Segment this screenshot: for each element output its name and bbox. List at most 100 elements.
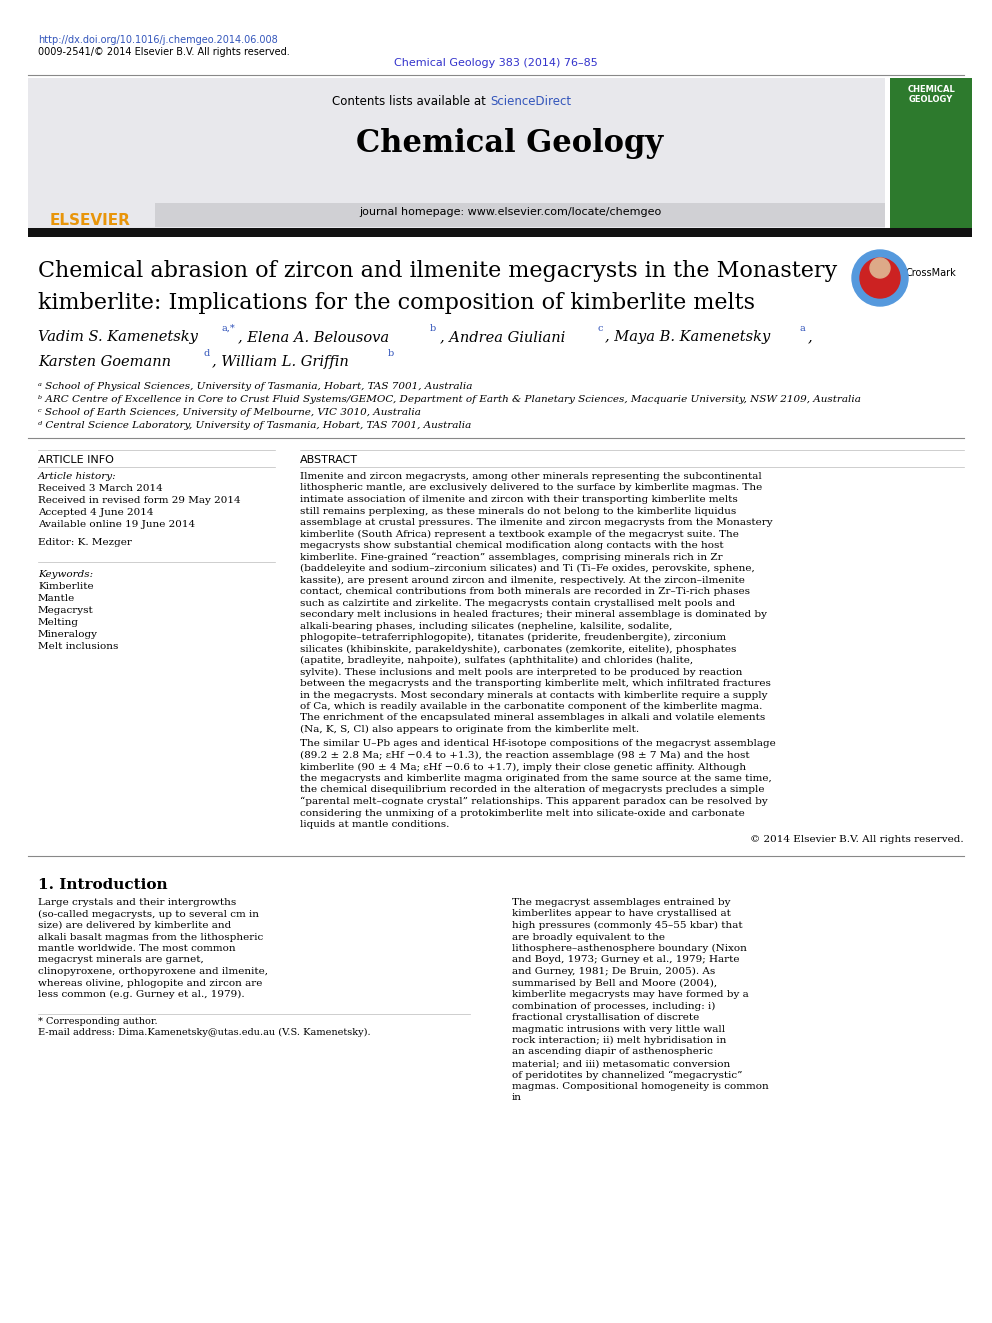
Text: Large crystals and their intergrowths: Large crystals and their intergrowths	[38, 898, 236, 908]
Text: Received in revised form 29 May 2014: Received in revised form 29 May 2014	[38, 496, 241, 505]
Text: clinopyroxene, orthopyroxene and ilmenite,: clinopyroxene, orthopyroxene and ilmenit…	[38, 967, 268, 976]
Text: (89.2 ± 2.8 Ma; εHf −0.4 to +1.3), the reaction assemblage (98 ± 7 Ma) and the h: (89.2 ± 2.8 Ma; εHf −0.4 to +1.3), the r…	[300, 751, 750, 761]
Circle shape	[860, 258, 900, 298]
Text: magmas. Compositional homogeneity is common: magmas. Compositional homogeneity is com…	[512, 1082, 769, 1091]
Text: alkali basalt magmas from the lithospheric: alkali basalt magmas from the lithospher…	[38, 933, 263, 942]
Text: ᵈ Central Science Laboratory, University of Tasmania, Hobart, TAS 7001, Australi: ᵈ Central Science Laboratory, University…	[38, 421, 471, 430]
Text: Article history:: Article history:	[38, 472, 117, 482]
Text: phlogopite–tetraferriphlogopite), titanates (priderite, freudenbergite), zirconi: phlogopite–tetraferriphlogopite), titana…	[300, 632, 726, 642]
Text: silicates (khibinskite, parakeldyshite), carbonates (zemkorite, eitelite), phosp: silicates (khibinskite, parakeldyshite),…	[300, 644, 736, 654]
Text: ABSTRACT: ABSTRACT	[300, 455, 358, 464]
Text: The similar U–Pb ages and identical Hf-isotope compositions of the megacryst ass: The similar U–Pb ages and identical Hf-i…	[300, 740, 776, 749]
Text: (Na, K, S, Cl) also appears to originate from the kimberlite melt.: (Na, K, S, Cl) also appears to originate…	[300, 725, 639, 734]
Text: of peridotites by channelized “megacrystic”: of peridotites by channelized “megacryst…	[512, 1070, 742, 1080]
Text: Karsten Goemann: Karsten Goemann	[38, 355, 171, 369]
Text: b: b	[388, 349, 394, 359]
Text: Mineralogy: Mineralogy	[38, 630, 98, 639]
Circle shape	[870, 258, 890, 278]
Text: ARTICLE INFO: ARTICLE INFO	[38, 455, 114, 464]
Text: (apatite, bradleyite, nahpoite), sulfates (aphthitalite) and chlorides (halite,: (apatite, bradleyite, nahpoite), sulfate…	[300, 656, 693, 665]
Text: Available online 19 June 2014: Available online 19 June 2014	[38, 520, 195, 529]
Text: the megacrysts and kimberlite magma originated from the same source at the same : the megacrysts and kimberlite magma orig…	[300, 774, 772, 783]
Text: kimberlite megacrysts may have formed by a: kimberlite megacrysts may have formed by…	[512, 990, 749, 999]
Text: Chemical Geology 383 (2014) 76–85: Chemical Geology 383 (2014) 76–85	[394, 58, 598, 67]
Text: size) are delivered by kimberlite and: size) are delivered by kimberlite and	[38, 921, 231, 930]
Text: Megacryst: Megacryst	[38, 606, 94, 615]
Text: lithosphere–asthenosphere boundary (Nixon: lithosphere–asthenosphere boundary (Nixo…	[512, 945, 747, 953]
Text: CrossMark: CrossMark	[905, 269, 955, 278]
Text: journal homepage: www.elsevier.com/locate/chemgeo: journal homepage: www.elsevier.com/locat…	[359, 206, 661, 217]
Text: c: c	[597, 324, 602, 333]
Text: rock interaction; ii) melt hybridisation in: rock interaction; ii) melt hybridisation…	[512, 1036, 726, 1045]
Text: Received 3 March 2014: Received 3 March 2014	[38, 484, 163, 493]
Text: material; and iii) metasomatic conversion: material; and iii) metasomatic conversio…	[512, 1058, 730, 1068]
Text: kimberlites appear to have crystallised at: kimberlites appear to have crystallised …	[512, 909, 731, 918]
Text: The enrichment of the encapsulated mineral assemblages in alkali and volatile el: The enrichment of the encapsulated miner…	[300, 713, 765, 722]
Text: , Elena A. Belousova: , Elena A. Belousova	[238, 329, 389, 344]
Text: between the megacrysts and the transporting kimberlite melt, which infiltrated f: between the megacrysts and the transport…	[300, 679, 771, 688]
Text: d: d	[204, 349, 210, 359]
Text: alkali-bearing phases, including silicates (nepheline, kalsilite, sodalite,: alkali-bearing phases, including silicat…	[300, 622, 673, 631]
Text: a,*: a,*	[222, 324, 236, 333]
Text: ᶜ School of Earth Sciences, University of Melbourne, VIC 3010, Australia: ᶜ School of Earth Sciences, University o…	[38, 407, 421, 417]
Text: Melt inclusions: Melt inclusions	[38, 643, 118, 651]
Text: magmatic intrusions with very little wall: magmatic intrusions with very little wal…	[512, 1024, 725, 1033]
Text: © 2014 Elsevier B.V. All rights reserved.: © 2014 Elsevier B.V. All rights reserved…	[750, 835, 964, 844]
Text: , Maya B. Kamenetsky: , Maya B. Kamenetsky	[605, 329, 770, 344]
Text: Ilmenite and zircon megacrysts, among other minerals representing the subcontine: Ilmenite and zircon megacrysts, among ot…	[300, 472, 762, 482]
Text: contact, chemical contributions from both minerals are recorded in Zr–Ti-rich ph: contact, chemical contributions from bot…	[300, 587, 750, 595]
Text: are broadly equivalent to the: are broadly equivalent to the	[512, 933, 665, 942]
Text: * Corresponding author.: * Corresponding author.	[38, 1016, 158, 1025]
Text: Contents lists available at: Contents lists available at	[332, 95, 490, 108]
Text: kimberlite: Implications for the composition of kimberlite melts: kimberlite: Implications for the composi…	[38, 292, 755, 314]
Text: “parental melt–cognate crystal” relationships. This apparent paradox can be reso: “parental melt–cognate crystal” relation…	[300, 796, 768, 806]
Text: kassite), are present around zircon and ilmenite, respectively. At the zircon–il: kassite), are present around zircon and …	[300, 576, 745, 585]
Bar	[155, 202, 885, 228]
Text: megacryst minerals are garnet,: megacryst minerals are garnet,	[38, 955, 203, 964]
Text: whereas olivine, phlogopite and zircon are: whereas olivine, phlogopite and zircon a…	[38, 979, 262, 987]
Text: fractional crystallisation of discrete: fractional crystallisation of discrete	[512, 1013, 699, 1021]
Text: the chemical disequilibrium recorded in the alteration of megacrysts precludes a: the chemical disequilibrium recorded in …	[300, 786, 765, 795]
Text: E-mail address: Dima.Kamenetsky@utas.edu.au (V.S. Kamenetsky).: E-mail address: Dima.Kamenetsky@utas.edu…	[38, 1028, 371, 1037]
Text: kimberlite. Fine-grained “reaction” assemblages, comprising minerals rich in Zr: kimberlite. Fine-grained “reaction” asse…	[300, 553, 722, 562]
Text: and Gurney, 1981; De Bruin, 2005). As: and Gurney, 1981; De Bruin, 2005). As	[512, 967, 715, 976]
Text: an ascending diapir of asthenospheric: an ascending diapir of asthenospheric	[512, 1048, 713, 1057]
Text: 0009-2541/© 2014 Elsevier B.V. All rights reserved.: 0009-2541/© 2014 Elsevier B.V. All right…	[38, 48, 290, 57]
Text: megacrysts show substantial chemical modification along contacts with the host: megacrysts show substantial chemical mod…	[300, 541, 723, 550]
Circle shape	[852, 250, 908, 306]
Text: ,: ,	[808, 329, 812, 344]
Text: CHEMICAL
GEOLOGY: CHEMICAL GEOLOGY	[907, 85, 955, 105]
Text: a: a	[800, 324, 806, 333]
Text: and Boyd, 1973; Gurney et al., 1979; Harte: and Boyd, 1973; Gurney et al., 1979; Har…	[512, 955, 739, 964]
Text: liquids at mantle conditions.: liquids at mantle conditions.	[300, 820, 449, 830]
Text: in: in	[512, 1094, 522, 1102]
Text: intimate association of ilmenite and zircon with their transporting kimberlite m: intimate association of ilmenite and zir…	[300, 495, 738, 504]
Bar	[28, 78, 155, 228]
Text: lithospheric mantle, are exclusively delivered to the surface by kimberlite magm: lithospheric mantle, are exclusively del…	[300, 483, 762, 492]
Bar	[890, 78, 972, 228]
Text: Keywords:: Keywords:	[38, 570, 93, 579]
Text: sylvite). These inclusions and melt pools are interpreted to be produced by reac: sylvite). These inclusions and melt pool…	[300, 668, 742, 676]
Text: ScienceDirect: ScienceDirect	[490, 95, 571, 108]
Text: of Ca, which is readily available in the carbonatite component of the kimberlite: of Ca, which is readily available in the…	[300, 703, 763, 710]
Text: 1. Introduction: 1. Introduction	[38, 878, 168, 892]
Text: Accepted 4 June 2014: Accepted 4 June 2014	[38, 508, 154, 517]
Bar	[155, 78, 885, 228]
Text: , Andrea Giuliani: , Andrea Giuliani	[440, 329, 565, 344]
Text: assemblage at crustal pressures. The ilmenite and zircon megacrysts from the Mon: assemblage at crustal pressures. The ilm…	[300, 519, 773, 527]
Text: Kimberlite: Kimberlite	[38, 582, 93, 591]
Text: ᵃ School of Physical Sciences, University of Tasmania, Hobart, TAS 7001, Austral: ᵃ School of Physical Sciences, Universit…	[38, 382, 472, 392]
Text: The megacryst assemblages entrained by: The megacryst assemblages entrained by	[512, 898, 730, 908]
Text: (baddeleyite and sodium–zirconium silicates) and Ti (Ti–Fe oxides, perovskite, s: (baddeleyite and sodium–zirconium silica…	[300, 564, 755, 573]
Text: high pressures (commonly 45–55 kbar) that: high pressures (commonly 45–55 kbar) tha…	[512, 921, 743, 930]
Text: http://dx.doi.org/10.1016/j.chemgeo.2014.06.008: http://dx.doi.org/10.1016/j.chemgeo.2014…	[38, 34, 278, 45]
Text: secondary melt inclusions in healed fractures; their mineral assemblage is domin: secondary melt inclusions in healed frac…	[300, 610, 767, 619]
Text: Melting: Melting	[38, 618, 79, 627]
Text: combination of processes, including: i): combination of processes, including: i)	[512, 1002, 715, 1011]
Text: Chemical Geology: Chemical Geology	[356, 128, 664, 159]
Text: (so-called megacrysts, up to several cm in: (so-called megacrysts, up to several cm …	[38, 909, 259, 918]
Bar	[28, 228, 972, 237]
Text: ELSEVIER: ELSEVIER	[50, 213, 130, 228]
Text: in the megacrysts. Most secondary minerals at contacts with kimberlite require a: in the megacrysts. Most secondary minera…	[300, 691, 768, 700]
Text: , William L. Griffin: , William L. Griffin	[212, 355, 349, 369]
